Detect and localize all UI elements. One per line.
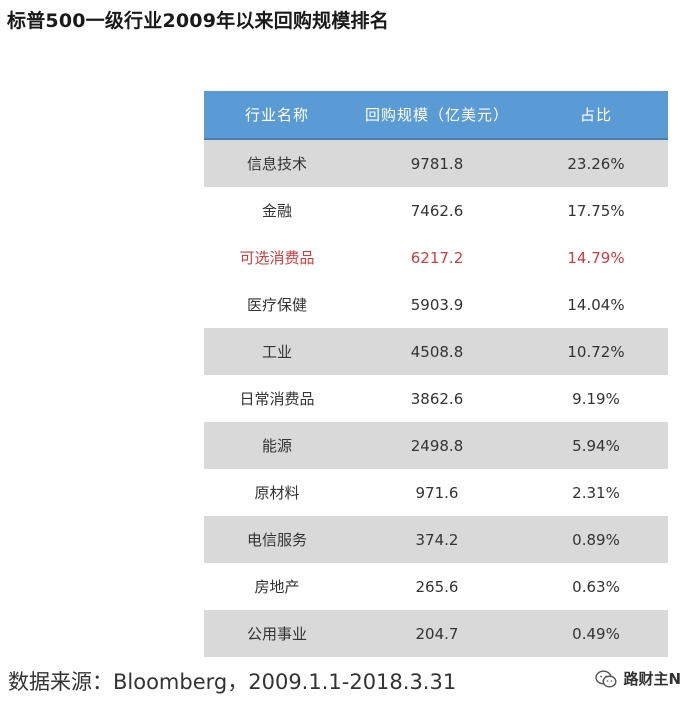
cell-share: 5.94% <box>524 422 668 469</box>
cell-buyback-size: 7462.6 <box>350 187 524 234</box>
cell-buyback-size: 374.2 <box>350 516 524 563</box>
cell-buyback-size: 2498.8 <box>350 422 524 469</box>
table-row: 电信服务 374.2 0.89% <box>204 516 668 563</box>
cell-industry-name: 能源 <box>204 422 350 469</box>
buyback-ranking-table: 行业名称 回购规模（亿美元） 占比 信息技术 9781.8 23.26% 金融 7462… <box>204 91 668 657</box>
cell-buyback-size: 4508.8 <box>350 328 524 375</box>
cell-buyback-size: 3862.6 <box>350 375 524 422</box>
table-row: 日常消费品 3862.6 9.19% <box>204 375 668 422</box>
source-note: 数据来源：Bloomberg，2009.1.1-2018.3.31 <box>8 670 457 694</box>
cell-industry-name: 医疗保健 <box>204 281 350 328</box>
column-header-buyback-size: 回购规模（亿美元） <box>350 91 524 140</box>
table-row: 可选消费品 6217.2 14.79% <box>204 234 668 281</box>
cell-share: 23.26% <box>524 139 668 187</box>
cell-share: 14.79% <box>524 234 668 281</box>
table-row: 医疗保健 5903.9 14.04% <box>204 281 668 328</box>
cell-industry-name: 可选消费品 <box>204 234 350 281</box>
watermark: 路财主N <box>595 668 681 689</box>
cell-industry-name: 金融 <box>204 187 350 234</box>
column-header-industry: 行业名称 <box>204 91 350 140</box>
cell-industry-name: 信息技术 <box>204 139 350 187</box>
cell-share: 0.49% <box>524 610 668 657</box>
table-row: 公用事业 204.7 0.49% <box>204 610 668 657</box>
cell-buyback-size: 204.7 <box>350 610 524 657</box>
table-header-row: 行业名称 回购规模（亿美元） 占比 <box>204 91 668 140</box>
buyback-ranking-table-container: 行业名称 回购规模（亿美元） 占比 信息技术 9781.8 23.26% 金融 7462… <box>204 91 668 657</box>
cell-share: 17.75% <box>524 187 668 234</box>
cell-industry-name: 公用事业 <box>204 610 350 657</box>
column-header-share: 占比 <box>524 91 668 140</box>
cell-share: 2.31% <box>524 469 668 516</box>
cell-buyback-size: 265.6 <box>350 563 524 610</box>
table-row: 原材料 971.6 2.31% <box>204 469 668 516</box>
cell-share: 9.19% <box>524 375 668 422</box>
cell-industry-name: 电信服务 <box>204 516 350 563</box>
table-row: 能源 2498.8 5.94% <box>204 422 668 469</box>
cell-share: 10.72% <box>524 328 668 375</box>
cell-industry-name: 日常消费品 <box>204 375 350 422</box>
cell-share: 0.89% <box>524 516 668 563</box>
cell-buyback-size: 9781.8 <box>350 139 524 187</box>
watermark-text: 路财主N <box>623 670 681 688</box>
page-title: 标普500一级行业2009年以来回购规模排名 <box>7 10 389 32</box>
cell-share: 0.63% <box>524 563 668 610</box>
cell-industry-name: 工业 <box>204 328 350 375</box>
table-body: 信息技术 9781.8 23.26% 金融 7462.6 17.75% 可选消费品 6217.… <box>204 139 668 657</box>
cell-buyback-size: 5903.9 <box>350 281 524 328</box>
cell-industry-name: 原材料 <box>204 469 350 516</box>
table-row: 房地产 265.6 0.63% <box>204 563 668 610</box>
wechat-icon <box>595 669 617 688</box>
cell-buyback-size: 971.6 <box>350 469 524 516</box>
cell-share: 14.04% <box>524 281 668 328</box>
cell-industry-name: 房地产 <box>204 563 350 610</box>
table-row: 金融 7462.6 17.75% <box>204 187 668 234</box>
table-row: 信息技术 9781.8 23.26% <box>204 139 668 187</box>
cell-buyback-size: 6217.2 <box>350 234 524 281</box>
table-row: 工业 4508.8 10.72% <box>204 328 668 375</box>
